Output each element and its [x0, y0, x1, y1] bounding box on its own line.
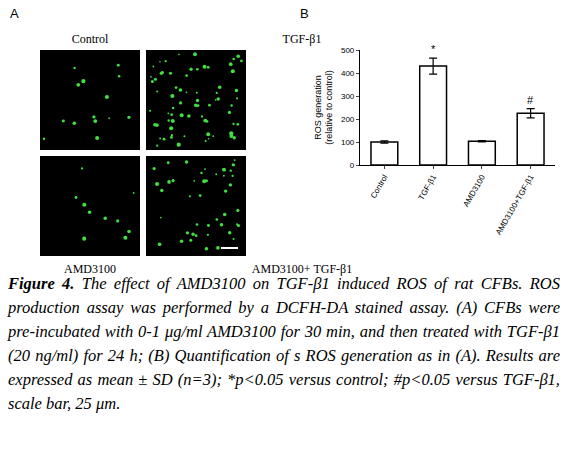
html-text:B: B	[300, 6, 309, 21]
svg-text:AMD3100+TGF-β1: AMD3100+TGF-β1	[494, 173, 536, 237]
html-text:A: A	[10, 6, 19, 21]
svg-text:500: 500	[341, 46, 355, 55]
svg-text:0: 0	[350, 161, 355, 170]
html-text:TGF-β1: TGF-β1	[282, 32, 322, 46]
svg-text:TGF-β1: TGF-β1	[417, 173, 439, 202]
html-text:Control: Control	[71, 32, 109, 46]
svg-text:300: 300	[341, 92, 355, 101]
svg-text:100: 100	[341, 138, 355, 147]
html-text:AMD3100: AMD3100	[64, 262, 116, 276]
svg-text:*: *	[431, 43, 436, 55]
html-text:Figure 4. The effect of AMD310: Figure 4. The effect of AMD3100 on TGF-β…	[8, 274, 560, 413]
svg-text:Control: Control	[369, 173, 390, 200]
svg-text:AMD3100: AMD3100	[461, 173, 487, 209]
svg-text:ROS generation(relative to con: ROS generation(relative to control)	[313, 70, 335, 145]
svg-text:#: #	[527, 94, 534, 106]
svg-text:200: 200	[341, 115, 355, 124]
svg-text:400: 400	[341, 69, 355, 78]
html-text:AMD3100+ TGF-β1: AMD3100+ TGF-β1	[251, 262, 353, 276]
